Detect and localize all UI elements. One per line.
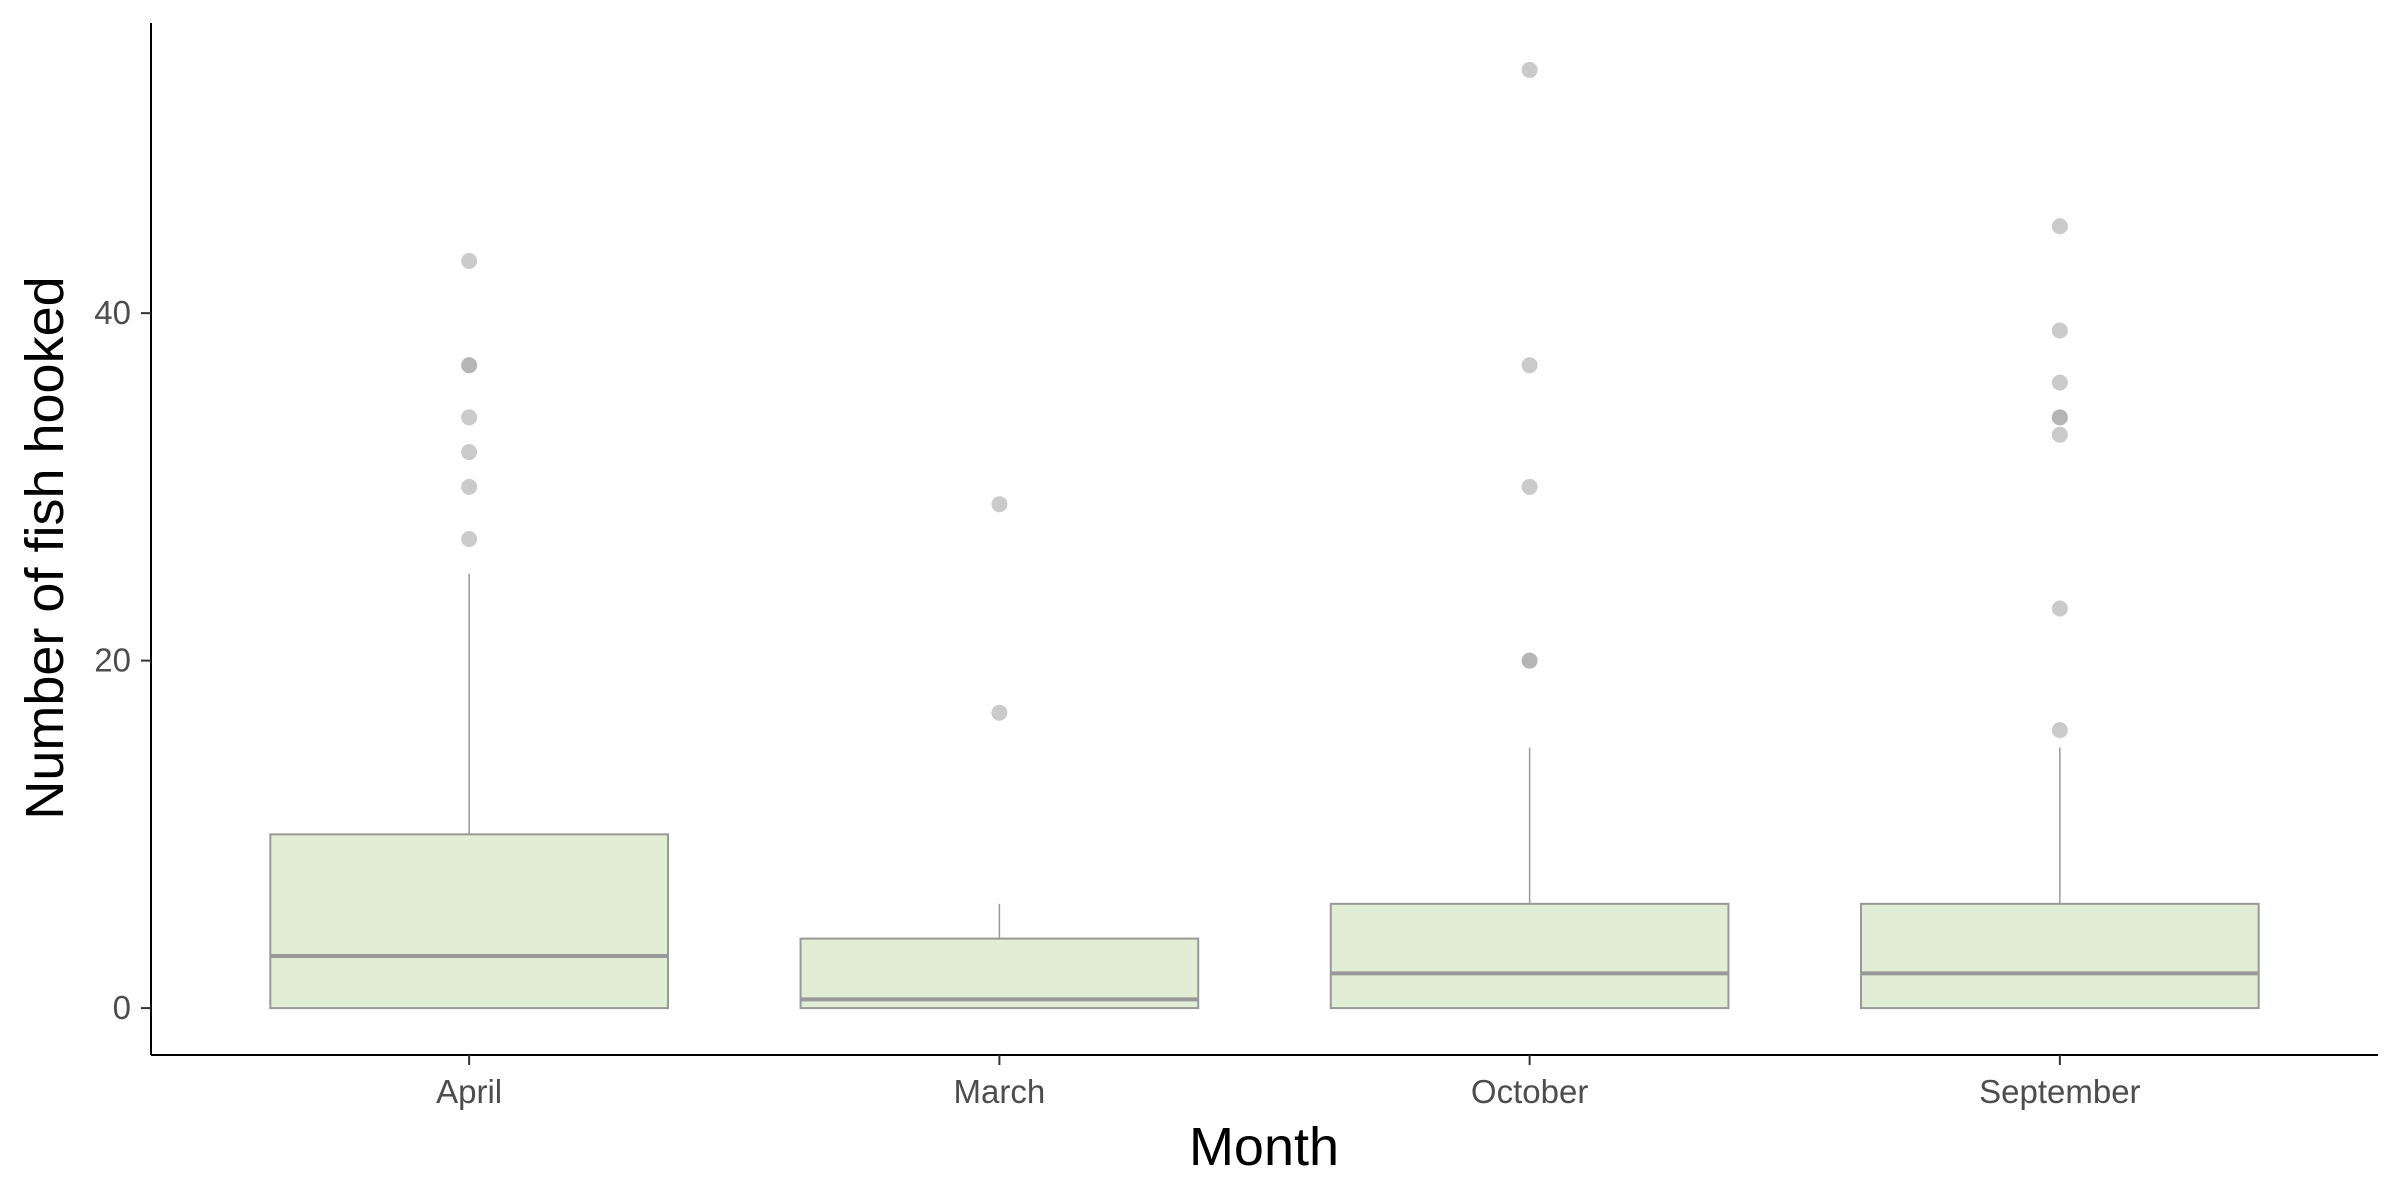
outlier-point [2051, 322, 2068, 339]
outlier-point [1521, 357, 1538, 374]
outlier-point [991, 496, 1008, 513]
box-group-september [1860, 218, 2260, 1010]
box-march [799, 937, 1200, 1010]
box-april [269, 833, 669, 1010]
x-axis-ticks: April March October September [436, 1055, 2141, 1110]
outlier-point [2051, 374, 2068, 391]
x-axis-title: Month [1189, 1117, 1339, 1177]
box-group-october [1329, 61, 1730, 1010]
y-axis-ticks: 0 20 40 [94, 294, 151, 1026]
outlier-point [2051, 722, 2068, 739]
y-tick-label: 40 [94, 294, 131, 331]
box-group-march [799, 496, 1200, 1010]
outlier-point [1521, 652, 1538, 669]
outlier-point [1521, 61, 1538, 78]
outlier-point [461, 444, 478, 461]
outlier-point [2051, 600, 2068, 617]
x-tick-label: September [1979, 1073, 2140, 1110]
plot-area [269, 61, 2260, 1010]
outlier-point [2051, 218, 2068, 235]
outlier-point [1521, 478, 1538, 495]
x-tick-label: March [954, 1073, 1046, 1110]
outlier-point [461, 253, 478, 270]
y-tick-label: 20 [94, 642, 131, 679]
x-tick-label: April [436, 1073, 502, 1110]
outlier-point [2051, 426, 2068, 443]
outlier-point [991, 704, 1008, 721]
outlier-point [461, 409, 478, 426]
y-axis-title: Number of fish hooked [15, 276, 75, 819]
y-tick-label: 0 [113, 989, 131, 1026]
outlier-point [461, 531, 478, 547]
outlier-point [461, 357, 478, 374]
box-group-april [269, 253, 669, 1010]
outlier-point [2051, 409, 2068, 426]
x-tick-label: October [1471, 1073, 1588, 1110]
box-september [1860, 902, 2260, 1010]
outlier-point [461, 478, 478, 495]
box-october [1329, 902, 1730, 1010]
